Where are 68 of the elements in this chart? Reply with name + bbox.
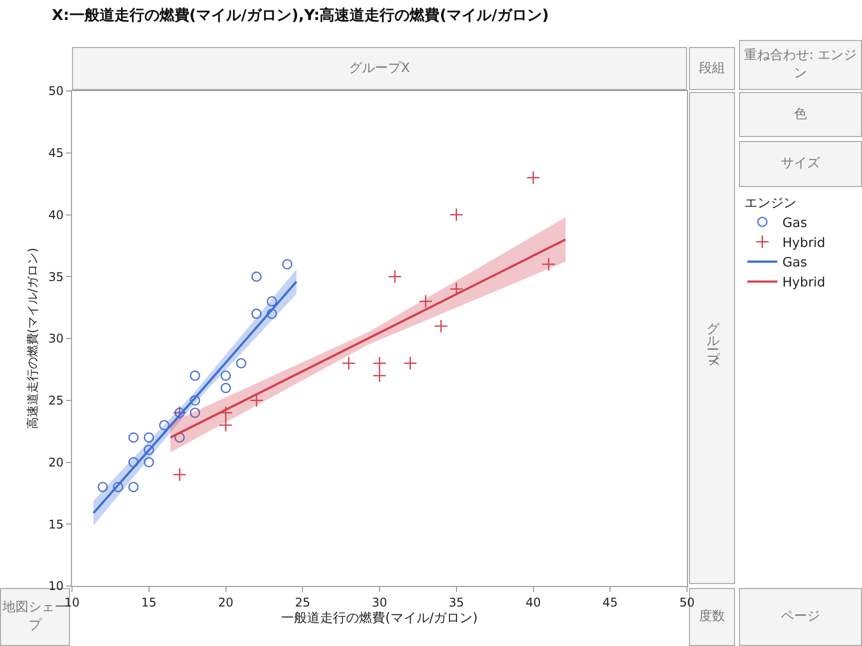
point: [190, 370, 200, 381]
x-tick-label: 20: [218, 595, 234, 610]
point: [144, 457, 154, 468]
text: 度数: [699, 608, 725, 626]
text: 重ね合わせ: エンジン: [743, 47, 858, 83]
point: [128, 457, 139, 468]
point: [342, 356, 356, 370]
point: [190, 408, 200, 418]
x-tick-label: 35: [448, 595, 464, 610]
x-tick-label: 50: [679, 595, 695, 610]
y-tick-label: 40: [48, 208, 64, 222]
point: [159, 420, 170, 430]
text: グループX: [349, 60, 410, 78]
legend-title: エンジン: [744, 196, 796, 211]
point: [172, 468, 187, 482]
text: ページ: [781, 608, 820, 626]
x-axis-title: 一般道走行の燃費(マイル/ガロン): [281, 611, 478, 626]
point: [266, 308, 278, 319]
point: [174, 432, 185, 443]
x-tick-label: 25: [294, 595, 310, 610]
y-tick-label: 20: [48, 455, 64, 470]
point: [112, 482, 124, 492]
point: [434, 319, 448, 334]
point: [372, 368, 386, 383]
text: サイズ: [781, 155, 820, 173]
y-tick-label: 50: [48, 84, 64, 98]
x-tick-label: 45: [602, 595, 618, 610]
point: [236, 358, 246, 368]
point: [128, 432, 139, 443]
y-tick-label: 45: [48, 146, 64, 160]
y-tick-label: 15: [48, 517, 64, 532]
text: グループY: [704, 312, 721, 364]
point: [98, 482, 108, 492]
point: [418, 294, 433, 308]
point: [449, 208, 464, 222]
legend-label: Hybrid: [782, 276, 826, 291]
point: [282, 259, 292, 270]
y-tick-label: 35: [48, 270, 64, 284]
legend-label: Hybrid: [782, 236, 826, 251]
point: [526, 170, 540, 185]
point: [250, 393, 264, 408]
x-tick-label: 15: [141, 595, 157, 610]
y-tick-label: 25: [48, 394, 64, 408]
point: [220, 382, 231, 394]
point: [449, 282, 464, 296]
point: [388, 270, 402, 284]
text: 段組: [699, 60, 725, 78]
text: 色: [794, 106, 807, 124]
point: [144, 432, 154, 443]
legend-label: Gas: [782, 216, 808, 231]
point: [144, 444, 154, 456]
point: [220, 370, 231, 381]
point: [372, 356, 386, 370]
chart-title: X:一般道走行の燃費(マイル/ガロン),Y:高速道走行の燃費(マイル/ガロン): [52, 6, 549, 24]
point: [266, 296, 278, 307]
y-axis-title: 高速道走行の燃費(マイル/ガロン): [26, 248, 40, 430]
y-tick-label: 10: [48, 579, 64, 594]
legend-label: Gas: [782, 256, 808, 271]
point: [403, 356, 418, 370]
point: [542, 257, 556, 272]
point: [128, 482, 139, 492]
point: [218, 418, 233, 432]
y-tick-label: 30: [48, 332, 64, 346]
point: [251, 271, 262, 282]
x-tick-label: 30: [372, 595, 388, 610]
point: [251, 308, 262, 319]
x-tick-label: 40: [526, 595, 541, 610]
point: [190, 395, 200, 406]
